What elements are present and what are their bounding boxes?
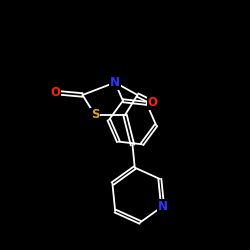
Text: N: N: [110, 76, 120, 89]
Text: O: O: [50, 86, 60, 99]
Text: S: S: [91, 108, 99, 122]
Text: O: O: [148, 96, 158, 109]
Text: N: N: [158, 200, 168, 213]
